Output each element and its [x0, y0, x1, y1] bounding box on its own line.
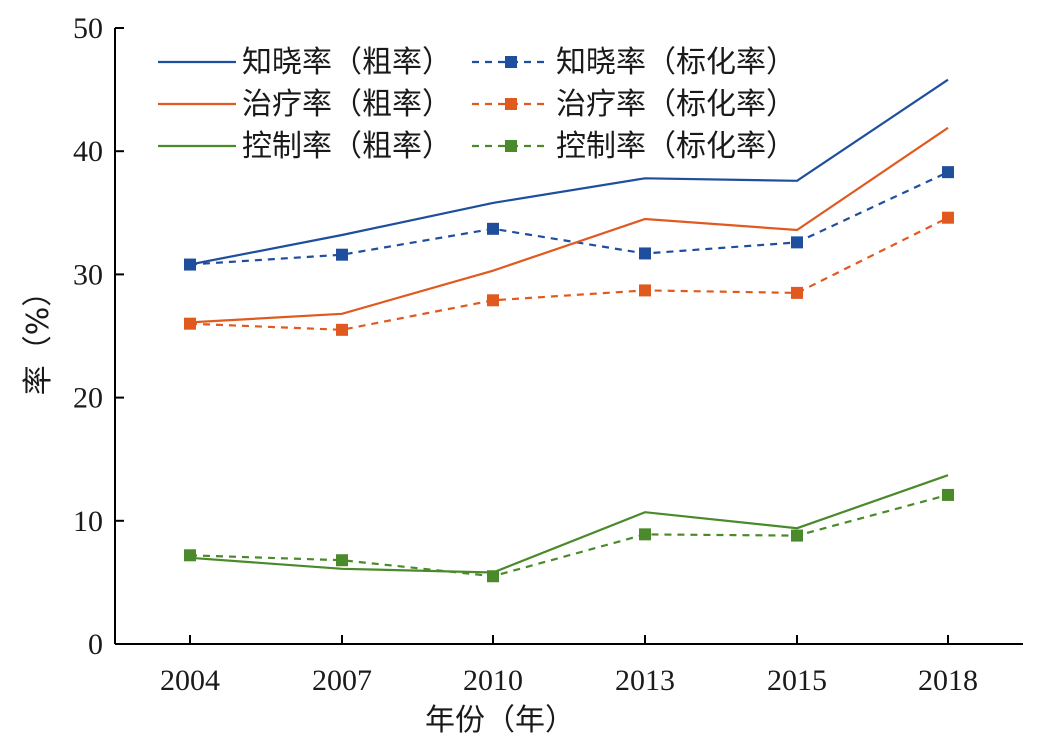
- x-tick-label: 2004: [160, 664, 220, 697]
- series-line-0: [189, 78, 949, 266]
- series-5-point: [791, 529, 803, 542]
- legend: 知晓率（粗率） 知晓率（标化率） 治疗率（粗率） 治疗率（标化率） 控制率（粗率） 控制率…: [158, 45, 796, 164]
- legend-marker-1: [505, 56, 517, 68]
- y-tick-label: 20: [73, 382, 103, 415]
- y-tick-label: 50: [73, 12, 103, 45]
- series-layer: [184, 78, 954, 583]
- y-tick-label: 40: [73, 135, 103, 168]
- legend-label-4: 控制率（粗率）: [242, 129, 452, 164]
- x-tick-label: 2007: [312, 664, 372, 697]
- series-5-point: [487, 570, 499, 583]
- legend-label-3: 治疗率（标化率）: [556, 87, 796, 122]
- series-line-4: [189, 474, 949, 574]
- legend-label-5: 控制率（标化率）: [556, 129, 796, 164]
- series-3-point: [639, 284, 651, 297]
- x-axis-title: 年份（年）: [425, 703, 575, 738]
- series-1-point: [791, 236, 803, 249]
- x-tick-label: 2015: [767, 664, 827, 697]
- legend-marker-3: [505, 98, 517, 110]
- y-tick-label: 0: [88, 628, 103, 661]
- series-1-point: [184, 258, 196, 271]
- series-3-point: [184, 317, 196, 330]
- series-line-1: [189, 171, 949, 266]
- series-3-point: [487, 294, 499, 307]
- series-line-3: [189, 216, 949, 331]
- x-tick-label: 2013: [615, 664, 675, 697]
- y-tick-label: 30: [73, 258, 103, 291]
- legend-marker-5: [505, 140, 517, 152]
- y-tick-label: 10: [73, 505, 103, 538]
- series-line-2: [189, 126, 949, 324]
- series-5-point: [639, 528, 651, 541]
- legend-label-2: 治疗率（粗率）: [242, 87, 452, 122]
- series-1-point: [639, 247, 651, 260]
- series-1-point: [487, 222, 499, 235]
- series-3-point: [336, 323, 348, 336]
- series-line-5: [189, 493, 949, 578]
- series-5-point: [942, 488, 954, 501]
- series-1-point: [336, 248, 348, 261]
- legend-label-0: 知晓率（粗率）: [242, 45, 452, 80]
- series-1-point: [942, 166, 954, 179]
- series-5-point: [336, 554, 348, 567]
- y-ticks: 0 10 20 30 40 50: [73, 12, 124, 661]
- axes: [114, 28, 1023, 645]
- series-3-point: [942, 211, 954, 224]
- series-5-point: [184, 549, 196, 562]
- x-ticks: 2004 2007 2010 2013 2015 2018: [160, 635, 978, 697]
- y-axis-title: 率（%）: [21, 277, 56, 396]
- legend-label-1: 知晓率（标化率）: [556, 45, 796, 80]
- x-tick-label: 2018: [918, 664, 978, 697]
- series-3-point: [791, 286, 803, 299]
- x-tick-label: 2010: [463, 664, 523, 697]
